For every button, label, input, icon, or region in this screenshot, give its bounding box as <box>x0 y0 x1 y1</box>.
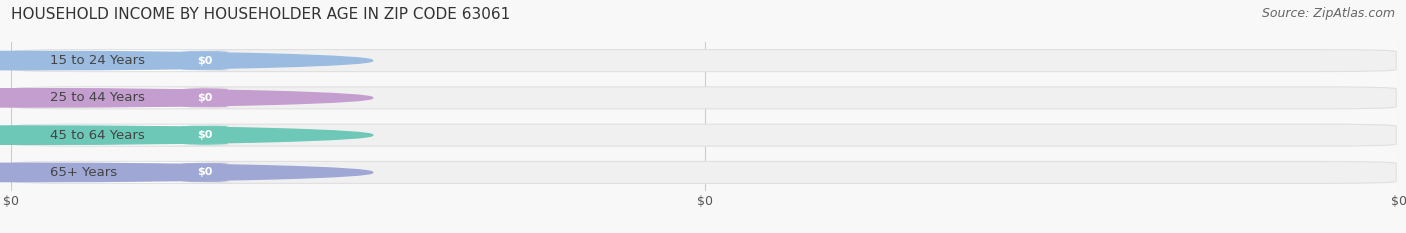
Circle shape <box>0 126 373 144</box>
FancyBboxPatch shape <box>14 87 229 109</box>
FancyBboxPatch shape <box>14 124 229 146</box>
FancyBboxPatch shape <box>172 88 238 108</box>
Circle shape <box>0 89 373 107</box>
Text: HOUSEHOLD INCOME BY HOUSEHOLDER AGE IN ZIP CODE 63061: HOUSEHOLD INCOME BY HOUSEHOLDER AGE IN Z… <box>11 7 510 22</box>
Circle shape <box>0 51 373 70</box>
FancyBboxPatch shape <box>14 162 229 183</box>
FancyBboxPatch shape <box>14 161 1396 183</box>
Text: $0: $0 <box>197 56 212 65</box>
Text: 65+ Years: 65+ Years <box>51 166 117 179</box>
Text: 15 to 24 Years: 15 to 24 Years <box>51 54 145 67</box>
FancyBboxPatch shape <box>14 124 1396 146</box>
Text: 45 to 64 Years: 45 to 64 Years <box>51 129 145 142</box>
FancyBboxPatch shape <box>14 50 1396 72</box>
FancyBboxPatch shape <box>172 51 238 71</box>
Text: $0: $0 <box>197 168 212 177</box>
Text: $0: $0 <box>197 93 212 103</box>
Text: $0: $0 <box>197 130 212 140</box>
Circle shape <box>0 163 373 182</box>
Text: 25 to 44 Years: 25 to 44 Years <box>51 91 145 104</box>
FancyBboxPatch shape <box>14 87 1396 109</box>
FancyBboxPatch shape <box>14 50 229 71</box>
Text: Source: ZipAtlas.com: Source: ZipAtlas.com <box>1261 7 1395 20</box>
FancyBboxPatch shape <box>172 162 238 182</box>
FancyBboxPatch shape <box>172 125 238 145</box>
